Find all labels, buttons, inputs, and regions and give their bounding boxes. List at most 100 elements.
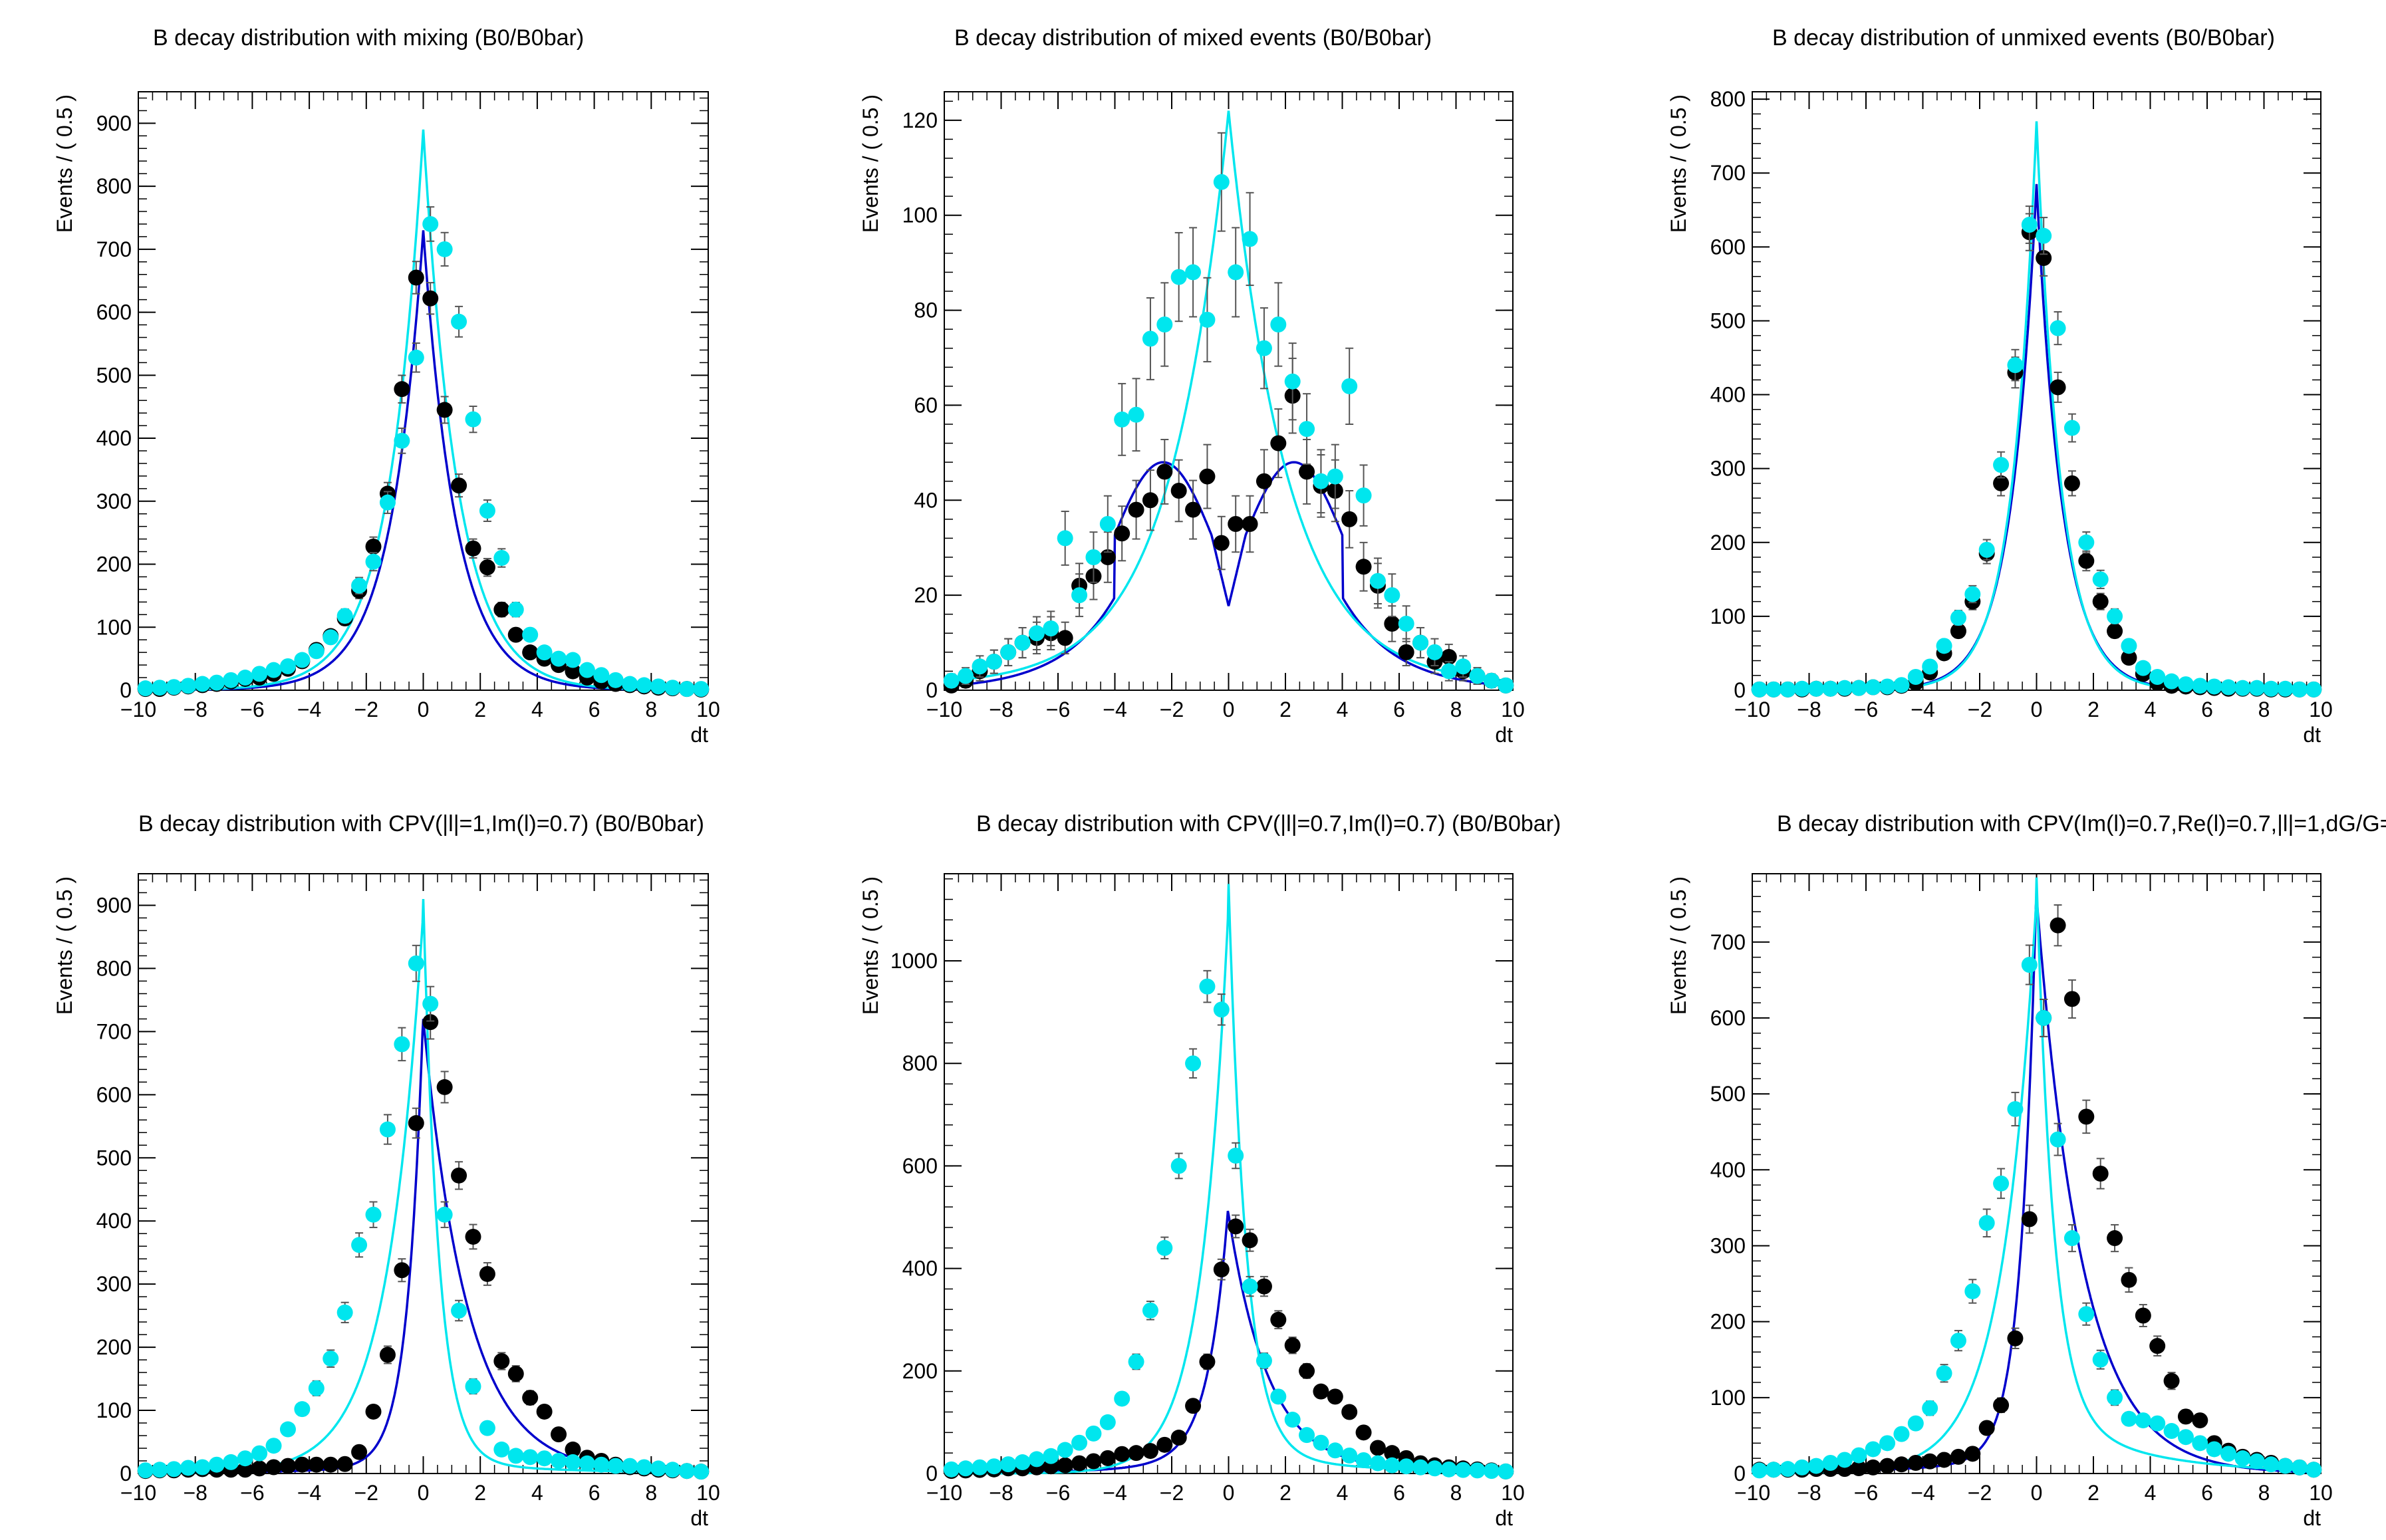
data-point-b0bar xyxy=(1341,378,1358,394)
y-tick-label: 500 xyxy=(1710,309,1746,332)
x-tick-label: −2 xyxy=(354,698,378,721)
data-point-b0bar xyxy=(536,644,553,661)
data-point-b0 xyxy=(1142,1443,1158,1460)
data-point-b0bar xyxy=(2092,1351,2109,1368)
x-tick-label: −4 xyxy=(1911,1481,1934,1505)
x-axis-label: dt xyxy=(690,723,708,747)
y-tick-label: 800 xyxy=(1710,87,1746,111)
data-point-b0bar xyxy=(1793,1459,1810,1476)
data-point-b0bar xyxy=(1978,1215,1995,1231)
y-tick-label: 500 xyxy=(96,363,132,387)
data-point-b0bar xyxy=(493,550,510,567)
x-tick-label: −2 xyxy=(1160,1481,1184,1505)
data-point-b0bar xyxy=(2263,680,2280,697)
data-point-b0 xyxy=(2063,475,2080,491)
data-point-b0bar xyxy=(1879,678,1896,695)
data-point-b0 xyxy=(1213,1261,1230,1278)
data-point-b0bar xyxy=(1751,1462,1768,1479)
data-point-b0bar xyxy=(943,1461,960,1477)
y-tick-label: 100 xyxy=(1710,1386,1746,1410)
data-point-b0 xyxy=(507,1365,524,1382)
data-point-b0bar xyxy=(1170,1158,1187,1174)
data-point-b0bar xyxy=(166,1461,182,1477)
data-point-b0bar xyxy=(1822,1455,1839,1472)
data-point-b0 xyxy=(1256,473,1272,489)
data-point-b0bar xyxy=(1808,1458,1825,1474)
data-point-b0 xyxy=(1114,1446,1130,1462)
data-point-b0bar xyxy=(2078,534,2095,551)
y-tick-label: 800 xyxy=(96,174,132,198)
data-point-b0 xyxy=(237,1462,253,1478)
data-point-b0bar xyxy=(208,674,225,691)
data-point-b0bar xyxy=(237,1450,253,1467)
data-point-b0 xyxy=(479,559,495,576)
y-axis-label: Events / ( 0.5 ) xyxy=(859,876,882,1015)
x-tick-label: 2 xyxy=(1279,698,1291,721)
y-tick-label: 900 xyxy=(96,893,132,917)
x-tick-label: 4 xyxy=(2145,698,2157,721)
data-point-b0 xyxy=(2063,991,2080,1007)
data-point-b0bar xyxy=(2234,1450,2251,1467)
data-point-b0bar xyxy=(1142,330,1158,347)
data-point-b0bar xyxy=(972,1459,988,1476)
data-point-b0 xyxy=(1199,1353,1216,1370)
y-tick-label: 0 xyxy=(120,1462,132,1485)
y-tick-label: 0 xyxy=(1734,1462,1746,1485)
y-tick-label: 600 xyxy=(96,1083,132,1106)
data-point-b0bar xyxy=(2220,679,2237,696)
y-tick-label: 500 xyxy=(96,1146,132,1170)
data-point-b0bar xyxy=(2107,608,2123,624)
data-point-b0bar xyxy=(2248,1453,2265,1470)
data-point-b0bar xyxy=(152,680,168,696)
data-point-b0bar xyxy=(237,670,253,686)
data-point-b0bar xyxy=(408,955,424,971)
data-point-b0bar xyxy=(394,432,410,449)
data-point-b0bar xyxy=(2192,678,2208,694)
data-point-b0bar xyxy=(693,681,710,698)
data-point-b0bar xyxy=(1426,644,1443,660)
data-point-b0bar xyxy=(194,676,211,692)
data-point-b0bar xyxy=(522,626,539,643)
x-tick-label: −10 xyxy=(1734,698,1770,721)
data-point-b0 xyxy=(1228,516,1244,532)
data-point-b0 xyxy=(1242,1232,1258,1249)
data-point-b0bar xyxy=(622,1458,638,1474)
data-point-b0bar xyxy=(2121,1410,2137,1427)
data-point-b0 xyxy=(2078,553,2095,569)
data-point-b0bar xyxy=(1313,473,1329,489)
data-point-b0bar xyxy=(194,1459,211,1476)
data-point-b0bar xyxy=(2121,638,2137,654)
data-point-b0bar xyxy=(493,1441,510,1458)
data-point-b0bar xyxy=(2149,669,2166,685)
data-point-b0bar xyxy=(223,672,239,688)
data-point-b0bar xyxy=(1355,487,1372,504)
data-point-b0bar xyxy=(650,1460,667,1477)
data-point-b0 xyxy=(1057,630,1073,646)
data-point-b0bar xyxy=(479,503,495,519)
data-point-b0 xyxy=(2078,1108,2095,1125)
data-point-b0bar xyxy=(2135,660,2151,676)
data-point-b0bar xyxy=(2177,676,2194,693)
data-point-b0bar xyxy=(180,1460,196,1476)
data-point-b0bar xyxy=(422,215,439,232)
data-point-b0 xyxy=(1099,549,1116,565)
data-point-b0bar xyxy=(565,1454,581,1470)
data-point-b0bar xyxy=(436,241,453,257)
x-axis-label: dt xyxy=(1495,1506,1513,1530)
data-point-b0bar xyxy=(2206,1441,2222,1458)
data-point-b0 xyxy=(1993,475,2010,491)
data-point-b0 xyxy=(1299,463,1315,480)
data-point-b0bar xyxy=(379,1121,396,1138)
y-tick-label: 0 xyxy=(926,1462,938,1485)
y-tick-label: 100 xyxy=(96,1398,132,1422)
data-point-b0bar xyxy=(2135,1412,2151,1429)
data-point-b0 xyxy=(336,1456,353,1472)
data-point-b0 xyxy=(2092,593,2109,610)
data-point-b0 xyxy=(2135,1307,2151,1324)
data-point-b0bar xyxy=(1865,679,1881,696)
y-axis-label: Events / ( 0.5 ) xyxy=(1666,876,1690,1015)
data-point-b0 xyxy=(1114,525,1130,542)
y-tick-label: 40 xyxy=(914,488,938,512)
x-tick-label: −2 xyxy=(1160,698,1184,721)
data-point-b0 xyxy=(465,1228,481,1245)
